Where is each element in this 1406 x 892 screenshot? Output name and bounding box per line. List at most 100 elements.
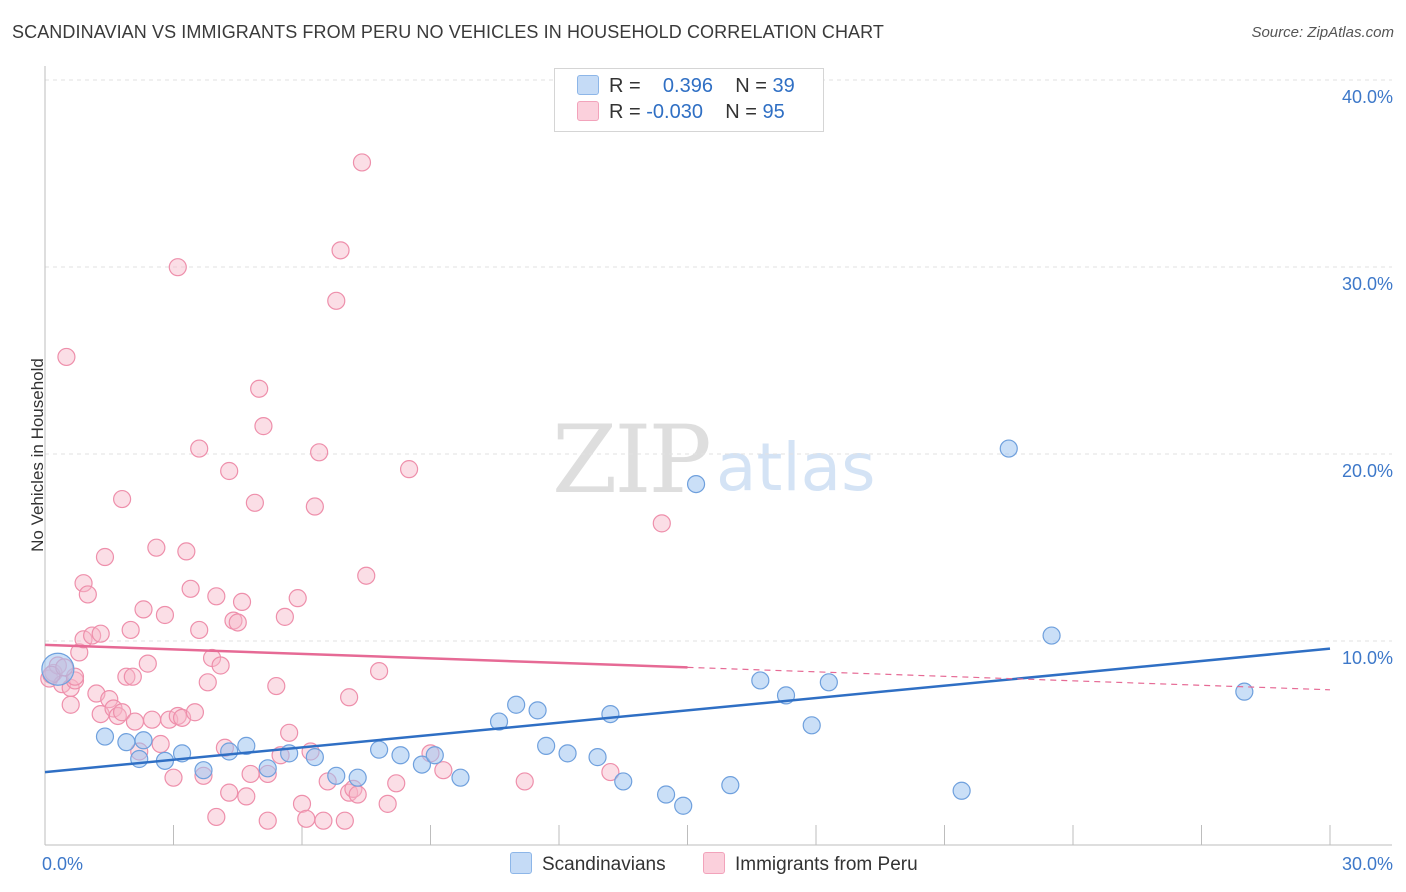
x-tick-label-1: 30.0% (1342, 854, 1393, 874)
scandinavians-point-23 (537, 736, 556, 755)
peru-point-25 (125, 712, 145, 731)
peru-point-55 (237, 787, 256, 806)
swatch-scandinavians (577, 75, 599, 95)
watermark-zip: ZIP (552, 406, 709, 515)
n-label: N = (725, 101, 757, 123)
peru-point-78 (340, 688, 359, 707)
n-label: N = (735, 75, 767, 97)
legend-label-scandinavians: Scandinavians (542, 854, 666, 875)
stats-row-peru: R = -0.030 N = 95 (577, 101, 785, 127)
scandinavians-point-35 (819, 673, 838, 692)
peru-point-41 (190, 439, 209, 458)
x-tick-label-0: 0.0% (42, 854, 83, 874)
peru-point-38 (177, 542, 196, 561)
scandinavians-point-13 (327, 766, 346, 785)
peru-point-27 (134, 600, 153, 619)
peru-point-81 (352, 153, 372, 172)
peru-point-16 (91, 624, 110, 643)
legend-swatch-peru (703, 852, 725, 874)
swatch-peru (577, 101, 599, 121)
y-tick-label-0: 10.0% (1342, 648, 1393, 668)
peru-point-53 (228, 613, 247, 632)
peru-point-88 (434, 761, 453, 780)
scandinavians-point-30 (686, 474, 706, 494)
peru-point-23 (117, 667, 136, 686)
peru-point-70 (305, 497, 324, 516)
scandinavians-point-8 (220, 742, 239, 761)
tick-labels: 10.0% 20.0% 30.0% 40.0% 0.0% 30.0% (42, 87, 1393, 874)
peru-point-51 (220, 783, 239, 802)
scandinavians-point-32 (751, 671, 770, 690)
stats-row-scandinavians: R = 0.396 N = 39 (577, 75, 795, 101)
peru-trend-line-extension (687, 666, 1331, 691)
peru-point-82 (357, 566, 376, 585)
grid (45, 79, 1392, 642)
peru-point-22 (112, 703, 132, 722)
trend-lines (44, 643, 1331, 774)
r-value: 0.396 (662, 75, 713, 97)
axes (44, 66, 1392, 846)
stats-legend: R = 0.396 N = 39 R = -0.030 N = 95 (554, 68, 824, 132)
y-tick-label-2: 30.0% (1342, 274, 1393, 294)
r-label: R = (609, 101, 641, 123)
peru-point-59 (254, 417, 273, 436)
peru-point-30 (147, 538, 166, 557)
scandinavians-trend-line (44, 647, 1331, 774)
scandinavians-point-19 (451, 768, 470, 787)
series-legend: Scandinavians Immigrants from Peru (0, 850, 1406, 880)
series-scandinavians-points (41, 439, 1254, 815)
n-value: 39 (772, 75, 795, 97)
scandinavians-point-18 (425, 746, 444, 765)
chart-title: SCANDINAVIAN VS IMMIGRANTS FROM PERU NO … (12, 22, 885, 42)
peru-point-56 (241, 764, 260, 784)
peru-point-29 (142, 710, 162, 729)
scandinavians-point-27 (614, 772, 633, 791)
peru-point-34 (164, 768, 183, 787)
scandinavians-point-26 (601, 704, 620, 724)
source-label: Source: ZipAtlas.com (1251, 24, 1394, 41)
peru-point-71 (310, 443, 329, 462)
peru-point-11 (74, 574, 93, 593)
scandinavians-point-2 (117, 733, 136, 752)
r-value: -0.030 (646, 101, 703, 123)
watermark: ZIP atlas (552, 406, 876, 515)
peru-point-67 (292, 794, 312, 813)
peru-point-72 (314, 811, 333, 830)
peru-point-36 (168, 258, 187, 277)
peru-point-84 (378, 794, 397, 813)
scandinavians-point-16 (391, 746, 410, 765)
peru-point-47 (207, 587, 226, 606)
peru-point-32 (155, 605, 175, 625)
watermark-atlas: atlas (716, 429, 876, 506)
scandinavians-point-9 (237, 736, 256, 755)
peru-point-91 (652, 514, 671, 533)
peru-point-64 (275, 607, 294, 626)
scandinavians-point-12 (305, 748, 324, 767)
peru-point-42 (190, 620, 209, 640)
peru-point-18 (100, 690, 119, 709)
peru-point-90 (601, 762, 620, 782)
scandinavians-point-15 (370, 740, 389, 759)
peru-point-94 (123, 667, 142, 686)
scandinavians-point-4 (130, 749, 149, 769)
scandinavians-point-21 (507, 695, 526, 714)
scandinavians-point-25 (588, 748, 607, 767)
scandinavians-point-29 (674, 796, 693, 815)
scandinavians-point-10 (258, 759, 277, 778)
legend-swatch-scandinavians (510, 852, 532, 874)
n-value: 95 (762, 101, 785, 123)
peru-point-85 (387, 774, 406, 793)
legend-item-scandinavians[interactable]: Scandinavians (510, 852, 666, 876)
peru-point-46 (207, 807, 226, 827)
peru-point-54 (232, 592, 252, 612)
scandinavians-point-31 (721, 776, 740, 795)
scandinavians-point-34 (802, 716, 821, 735)
y-tick-label-3: 40.0% (1342, 87, 1393, 107)
peru-point-31 (151, 734, 170, 754)
legend-item-peru[interactable]: Immigrants from Peru (703, 852, 918, 876)
peru-point-24 (121, 620, 140, 640)
peru-point-76 (335, 811, 354, 830)
peru-point-39 (181, 579, 200, 598)
peru-point-80 (348, 785, 367, 804)
